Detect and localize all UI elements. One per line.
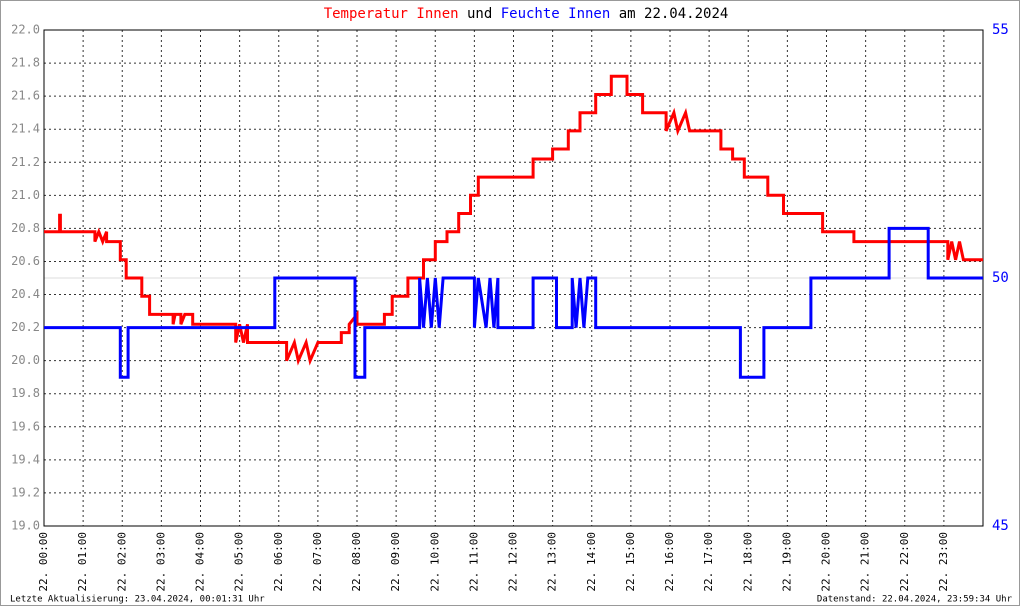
x-tick-label: 22. 15:00 xyxy=(624,532,637,592)
y-tick-label: 21.2 xyxy=(11,155,40,169)
x-tick-label: 22. 00:00 xyxy=(37,532,50,592)
y-tick-label: 20.6 xyxy=(11,254,40,268)
series-line xyxy=(44,74,983,366)
y-tick-label: 20.0 xyxy=(11,353,40,367)
title-series-1: Temperatur Innen xyxy=(324,6,459,22)
x-tick-label: 22. 04:00 xyxy=(194,532,207,592)
y-tick-label: 19.6 xyxy=(11,419,40,433)
y-tick-label: 19.0 xyxy=(11,519,40,533)
x-tick-label: 22. 08:00 xyxy=(350,532,363,592)
y-tick-label: 21.8 xyxy=(11,56,40,70)
y2-tick-label: 55 xyxy=(992,22,1009,38)
y-tick-label: 19.2 xyxy=(11,485,40,499)
y-tick-label: 19.8 xyxy=(11,386,40,400)
x-tick-label: 22. 23:00 xyxy=(937,532,950,592)
x-tick-label: 22. 13:00 xyxy=(546,532,559,592)
x-tick-label: 22. 20:00 xyxy=(820,532,833,592)
y-tick-label: 21.4 xyxy=(11,122,40,136)
x-tick-label: 22. 16:00 xyxy=(663,532,676,592)
x-tick-label: 22. 07:00 xyxy=(311,532,324,592)
x-tick-label: 22. 21:00 xyxy=(859,532,872,592)
x-tick-label: 22. 22:00 xyxy=(898,532,911,592)
x-tick-label: 22. 06:00 xyxy=(272,532,285,592)
x-tick-label: 22. 01:00 xyxy=(76,532,89,592)
y-tick-label: 19.4 xyxy=(11,452,40,466)
footer-left: Letzte Aktualisierung: 23.04.2024, 00:01… xyxy=(10,595,265,605)
x-tick-label: 22. 18:00 xyxy=(741,532,754,592)
y2-tick-label: 50 xyxy=(992,270,1009,286)
x-tick-label: 22. 09:00 xyxy=(389,532,402,592)
x-tick-label: 22. 10:00 xyxy=(428,532,441,592)
x-tick-label: 22. 02:00 xyxy=(115,532,128,592)
y-tick-label: 20.4 xyxy=(11,287,40,301)
x-tick-label: 22. 19:00 xyxy=(780,532,793,592)
x-tick-label: 22. 17:00 xyxy=(702,532,715,592)
title-joiner: und xyxy=(467,6,492,22)
x-tick-label: 22. 05:00 xyxy=(233,532,246,592)
y-tick-label: 21.6 xyxy=(11,89,40,103)
series-line xyxy=(44,226,983,379)
x-tick-label: 22. 11:00 xyxy=(467,532,480,592)
footer-right: Datenstand: 22.04.2024, 23:59:34 Uhr xyxy=(817,595,1013,605)
chart-title: Temperatur Innen und Feuchte Innen am 22… xyxy=(324,6,729,22)
title-suffix: am 22.04.2024 xyxy=(619,6,729,22)
x-tick-label: 22. 03:00 xyxy=(154,532,167,592)
x-tick-label: 22. 14:00 xyxy=(585,532,598,592)
x-tick-label: 22. 12:00 xyxy=(507,532,520,592)
y-tick-label: 21.0 xyxy=(11,188,40,202)
y-tick-label: 20.8 xyxy=(11,221,40,235)
y2-tick-label: 45 xyxy=(992,518,1009,534)
y-tick-label: 20.2 xyxy=(11,320,40,334)
title-series-2: Feuchte Innen xyxy=(501,6,611,22)
y-tick-label: 22.0 xyxy=(11,23,40,37)
